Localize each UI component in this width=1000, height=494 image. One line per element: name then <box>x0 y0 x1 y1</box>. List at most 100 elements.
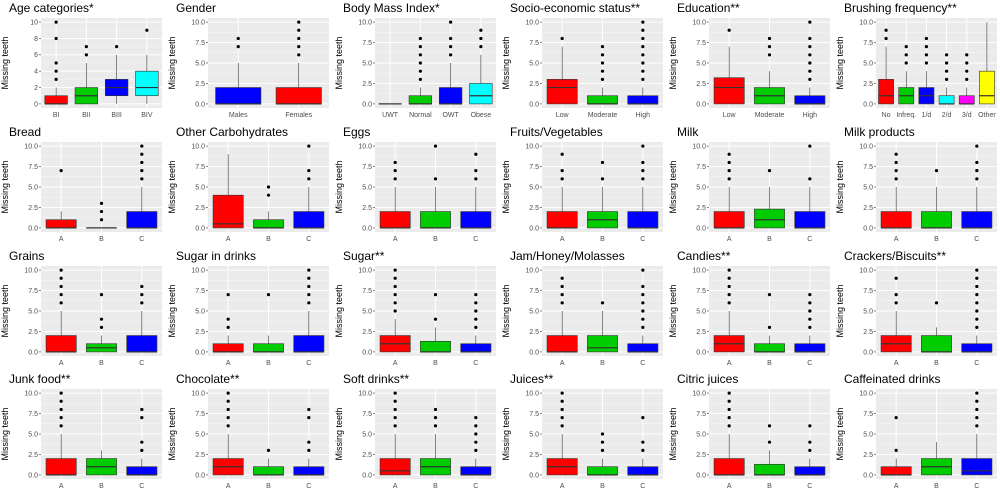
box-1 <box>713 28 745 105</box>
x-tick-label: B <box>266 360 271 367</box>
x-tick-label: C <box>640 360 645 367</box>
y-tick-label: 7.5 <box>863 40 873 47</box>
box-body <box>794 343 826 353</box>
boxplot: 0.0 2.5 5.0 7.5 10.0 A B C Missing teeth <box>167 266 329 367</box>
y-axis-label: Missing teeth <box>668 160 678 213</box>
outlier-point <box>641 69 645 73</box>
box-body <box>460 211 492 229</box>
outlier-point <box>474 424 478 428</box>
outlier-point <box>641 20 645 24</box>
x-tick-label: UWT <box>382 112 399 119</box>
outlier-point <box>808 301 812 305</box>
outlier-point <box>140 440 144 444</box>
chart-panel: Chocolate** 0.0 2.5 5.0 7.5 10.0 A B C Missing te… <box>167 371 333 494</box>
y-tick-label: 7.5 <box>362 164 372 171</box>
boxplot: 0.0 2.5 5.0 7.5 10.0 Males Females Missing teet… <box>167 18 329 119</box>
x-tick-label: BIII <box>111 112 122 119</box>
outlier-point <box>600 301 605 305</box>
outlier-point <box>944 77 949 81</box>
box-1 <box>45 169 77 229</box>
y-tick-label: 2.5 <box>863 205 873 212</box>
box-body <box>45 458 77 476</box>
outlier-point <box>479 36 483 41</box>
boxplot: 0.0 2.5 5.0 7.5 10.0 A B C Missing teeth <box>167 389 329 490</box>
box-body <box>253 466 284 476</box>
panel-title: Socio-economic status** <box>510 1 641 15</box>
outlier-point <box>115 45 119 49</box>
x-tick-label: A <box>727 360 732 367</box>
outlier-point <box>808 293 812 297</box>
y-tick-label: 8 <box>34 36 38 43</box>
outlier-point <box>560 169 564 173</box>
y-axis-label: Missing teeth <box>501 36 511 89</box>
x-tick-label: B <box>99 360 104 367</box>
outlier-point <box>600 53 605 57</box>
y-tick-label: 5.0 <box>362 431 372 438</box>
outlier-point <box>54 61 58 65</box>
box-body <box>627 343 659 353</box>
outlier-point <box>934 301 939 305</box>
outlier-point <box>59 284 63 289</box>
y-tick-label: 5.0 <box>696 184 706 191</box>
outlier-point <box>140 416 144 420</box>
y-tick-label: 2.5 <box>696 329 706 336</box>
y-tick-label: 10.0 <box>859 267 873 274</box>
outlier-point <box>418 45 422 49</box>
outlier-point <box>226 424 230 428</box>
y-tick-label: 0.0 <box>696 472 706 479</box>
outlier-point <box>808 61 812 65</box>
chart-panel: Body Mass Index* 0.0 2.5 5.0 7.5 10.0 UWT Norma… <box>334 0 500 123</box>
panel-title: Gender <box>176 1 217 15</box>
outlier-point <box>226 317 230 321</box>
panel-title: Citric juices <box>677 372 739 386</box>
y-tick-label: 2.5 <box>362 205 372 212</box>
x-tick-label: High <box>636 112 651 119</box>
outlier-point <box>59 424 63 428</box>
outlier-point <box>727 293 731 297</box>
box-body <box>126 211 158 229</box>
outlier-point <box>767 424 772 428</box>
outlier-point <box>140 293 144 297</box>
panel-title: Milk products <box>844 125 915 139</box>
box-1 <box>880 276 912 353</box>
y-tick-label: 10.0 <box>692 267 706 274</box>
outlier-point <box>975 284 979 289</box>
outlier-point <box>226 407 230 412</box>
y-tick-label: 7.5 <box>696 288 706 295</box>
y-tick-label: 7.5 <box>362 411 372 418</box>
x-tick-label: 2/d <box>942 112 952 119</box>
box-1 <box>212 391 244 476</box>
outlier-point <box>975 416 979 420</box>
outlier-point <box>560 301 564 305</box>
outlier-point <box>600 77 605 81</box>
y-tick-label: 2.5 <box>696 205 706 212</box>
chart-panel: Junk food** 0.0 2.5 5.0 7.5 10.0 A B C Missing te… <box>0 371 166 494</box>
x-tick-label: Males <box>229 112 248 119</box>
x-tick-label: C <box>139 360 144 367</box>
box-body <box>469 83 493 105</box>
box-4 <box>938 53 955 105</box>
outlier-point <box>808 448 812 452</box>
x-tick-label: C <box>306 483 311 490</box>
panel-title: Body Mass Index* <box>343 1 440 15</box>
panel-title: Chocolate** <box>176 372 240 386</box>
outlier-point <box>727 28 731 32</box>
y-tick-label: 0.0 <box>362 101 372 108</box>
outlier-point <box>975 399 979 403</box>
x-tick-label: Low <box>556 112 570 119</box>
y-tick-label: 2.5 <box>28 205 38 212</box>
box-4 <box>135 28 159 104</box>
box-body <box>126 335 158 353</box>
outlier-point <box>307 448 311 452</box>
outlier-point <box>934 169 939 173</box>
outlier-point <box>767 169 772 173</box>
outlier-point <box>727 276 731 280</box>
outlier-point <box>393 309 397 313</box>
outlier-point <box>393 177 397 181</box>
y-tick-label: 0.0 <box>863 349 873 356</box>
box-4 <box>469 28 493 105</box>
y-tick-label: 7.5 <box>362 288 372 295</box>
box-3 <box>794 144 826 229</box>
y-tick-label: 7.5 <box>863 288 873 295</box>
